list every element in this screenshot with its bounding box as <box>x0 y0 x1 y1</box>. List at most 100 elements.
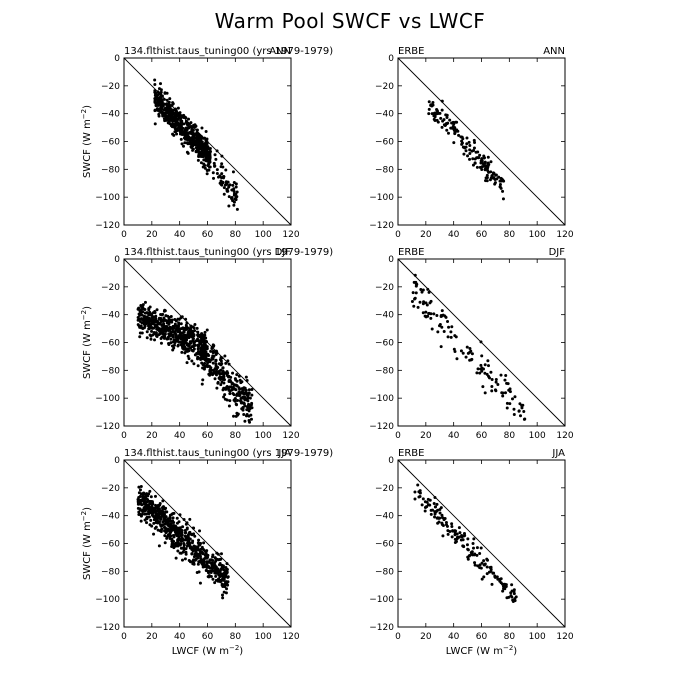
data-point <box>453 350 457 353</box>
data-point <box>468 350 472 354</box>
data-point <box>220 154 224 158</box>
data-point <box>149 511 153 515</box>
data-point <box>213 377 217 381</box>
data-point <box>197 154 201 158</box>
data-point <box>427 112 431 116</box>
data-point <box>428 503 432 507</box>
data-point <box>192 333 196 337</box>
data-point <box>453 537 457 541</box>
data-point <box>222 378 226 382</box>
data-point <box>149 334 153 338</box>
data-point <box>487 570 491 574</box>
data-point <box>221 181 225 185</box>
data-point <box>187 135 191 139</box>
data-point <box>221 375 225 379</box>
y-tick-label: −80 <box>101 567 120 577</box>
data-point <box>184 552 188 556</box>
x-tick-label: 60 <box>202 632 214 642</box>
data-point <box>207 161 211 165</box>
data-point <box>181 336 185 340</box>
data-point <box>155 308 159 312</box>
data-point <box>173 322 177 326</box>
reference-line <box>397 57 566 226</box>
data-point <box>475 546 479 550</box>
data-point <box>471 157 475 161</box>
data-point <box>149 337 153 341</box>
data-point <box>138 494 142 498</box>
data-point <box>157 520 161 524</box>
scatter-panel-5: 0 20 40 60 80 100 120 0 −20 −40 −60 −80 −100 −120 134.… <box>80 448 333 657</box>
data-point <box>149 518 153 522</box>
data-point <box>192 344 196 348</box>
data-point <box>439 313 443 317</box>
data-point <box>227 204 231 208</box>
data-point <box>175 526 179 530</box>
data-point <box>156 512 160 516</box>
scatter-panel-1: 0 20 40 60 80 100 120 0 −20 −40 −60 −80 −100 −120 134.… <box>80 46 333 240</box>
data-point <box>173 338 177 342</box>
data-point <box>183 141 187 145</box>
data-point <box>223 572 227 576</box>
data-point <box>444 520 448 524</box>
data-point <box>485 176 489 180</box>
x-tick-label: 60 <box>476 632 488 642</box>
data-point <box>439 345 443 349</box>
data-point <box>244 375 248 379</box>
data-point <box>426 314 430 318</box>
data-point <box>175 516 179 520</box>
data-point <box>473 161 477 165</box>
data-point <box>185 325 189 329</box>
data-point <box>485 179 489 183</box>
data-point <box>145 311 149 315</box>
y-tick-label: −100 <box>369 394 394 404</box>
data-point <box>231 170 235 174</box>
data-point <box>451 120 455 124</box>
data-point <box>185 141 189 145</box>
data-point <box>501 589 505 593</box>
scatter-points <box>136 300 254 424</box>
data-point <box>237 374 241 378</box>
data-point <box>164 531 168 535</box>
data-point <box>192 526 196 530</box>
data-point <box>465 543 469 547</box>
data-point <box>175 521 179 525</box>
data-point <box>189 546 193 550</box>
data-point <box>159 92 163 96</box>
data-point <box>468 157 472 161</box>
y-tick-label: −40 <box>101 512 120 522</box>
data-point <box>222 395 226 399</box>
data-point <box>430 112 434 116</box>
data-point <box>228 183 232 187</box>
y-tick-label: −80 <box>375 366 394 376</box>
data-point <box>233 377 237 381</box>
data-point <box>510 583 514 587</box>
data-point <box>215 557 219 561</box>
data-point <box>196 343 200 347</box>
y-tick-label: −80 <box>375 165 394 175</box>
y-tick-label: −80 <box>375 567 394 577</box>
data-point <box>445 523 448 527</box>
data-point <box>452 347 456 351</box>
y-axis-label: SWCF (W m−2) <box>80 105 93 178</box>
data-point <box>174 336 178 340</box>
data-point <box>479 340 483 344</box>
data-point <box>489 567 493 571</box>
data-point <box>483 363 487 367</box>
data-point <box>205 328 209 332</box>
data-point <box>418 300 422 304</box>
data-point <box>496 383 500 387</box>
data-point <box>199 351 203 355</box>
data-point <box>235 207 239 211</box>
data-point <box>162 97 166 101</box>
data-point <box>472 149 476 152</box>
data-point <box>193 329 197 333</box>
data-point <box>199 161 203 165</box>
data-point <box>439 506 443 510</box>
data-point <box>242 413 246 417</box>
data-point <box>202 565 206 569</box>
data-point <box>145 517 149 521</box>
data-point <box>490 378 494 381</box>
data-point <box>138 335 142 339</box>
data-point <box>198 152 202 156</box>
data-point <box>424 505 428 509</box>
